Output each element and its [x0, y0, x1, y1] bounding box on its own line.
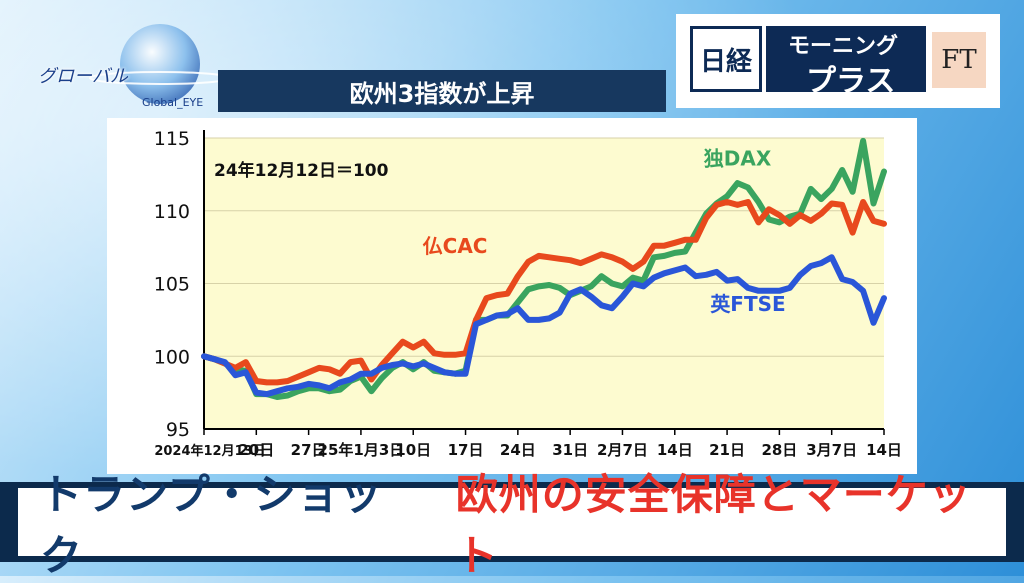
- y-tick-label: 95: [166, 419, 190, 441]
- x-tick-label: 10日: [395, 441, 431, 459]
- chart-title: 欧州3指数が上昇: [218, 70, 666, 112]
- chart-annotation: 24年12月12日＝100: [214, 160, 389, 181]
- program-brand: 日経 モーニング プラス FT: [676, 14, 1000, 108]
- global-eye-logo: グローバル Global_EYE: [30, 18, 231, 109]
- series-labels: 仏CAC 独DAX 英FTSE: [423, 147, 786, 317]
- y-tick-label: 105: [154, 274, 190, 296]
- axes: [203, 130, 885, 435]
- x-tick-label: 2月7日: [597, 441, 648, 459]
- brand-plus: プラス: [806, 64, 896, 99]
- x-tick-label: 17日: [448, 441, 484, 459]
- brand-ft: FT: [932, 32, 986, 88]
- x-tick-label: 31日: [552, 441, 588, 459]
- y-tick-labels: 95 100 105 110 115: [154, 128, 190, 441]
- x-tick-label: 14日: [657, 441, 693, 459]
- series-line: [201, 254, 887, 398]
- logo-text: グローバル: [38, 66, 128, 87]
- chart-panel: 95 100 105 110 115 2024年12月13日 20日 27日 25年1月3日 1…: [107, 118, 917, 474]
- x-tick-label: 20日: [238, 441, 274, 459]
- x-tick-label: 14日: [866, 441, 902, 459]
- series-label: 独DAX: [704, 147, 772, 171]
- series-label: 仏CAC: [423, 234, 488, 258]
- x-tick-label: 27日: [291, 441, 327, 459]
- x-tick-label: 2024年12月13日: [154, 443, 265, 459]
- caption-right: 欧州の安全保障とマーケット: [455, 470, 972, 580]
- series-line: [201, 199, 887, 386]
- y-tick-label: 100: [154, 346, 190, 368]
- caption-box: トランプ・ショック 欧州の安全保障とマーケット: [18, 470, 1006, 580]
- x-tick-label: 3月7日: [806, 441, 857, 459]
- brand-morning: モーニング: [788, 34, 899, 59]
- y-tick-label: 115: [154, 128, 190, 150]
- caption-left: トランプ・ショック: [40, 470, 383, 580]
- series-label: 英FTSE: [710, 292, 785, 316]
- x-tick-label: 21日: [709, 441, 745, 459]
- series-lines: [201, 137, 887, 400]
- series-line: [201, 137, 887, 400]
- x-tick-label: 28日: [761, 441, 797, 459]
- brand-morning-plus: モーニング プラス: [766, 26, 926, 99]
- x-tick-label: 24日: [500, 441, 536, 459]
- x-tick-label: 25年1月3日: [318, 441, 405, 459]
- logo-subtitle: Global_EYE: [142, 96, 204, 109]
- brand-nikkei: 日経: [690, 26, 762, 92]
- y-tick-label: 110: [154, 201, 190, 223]
